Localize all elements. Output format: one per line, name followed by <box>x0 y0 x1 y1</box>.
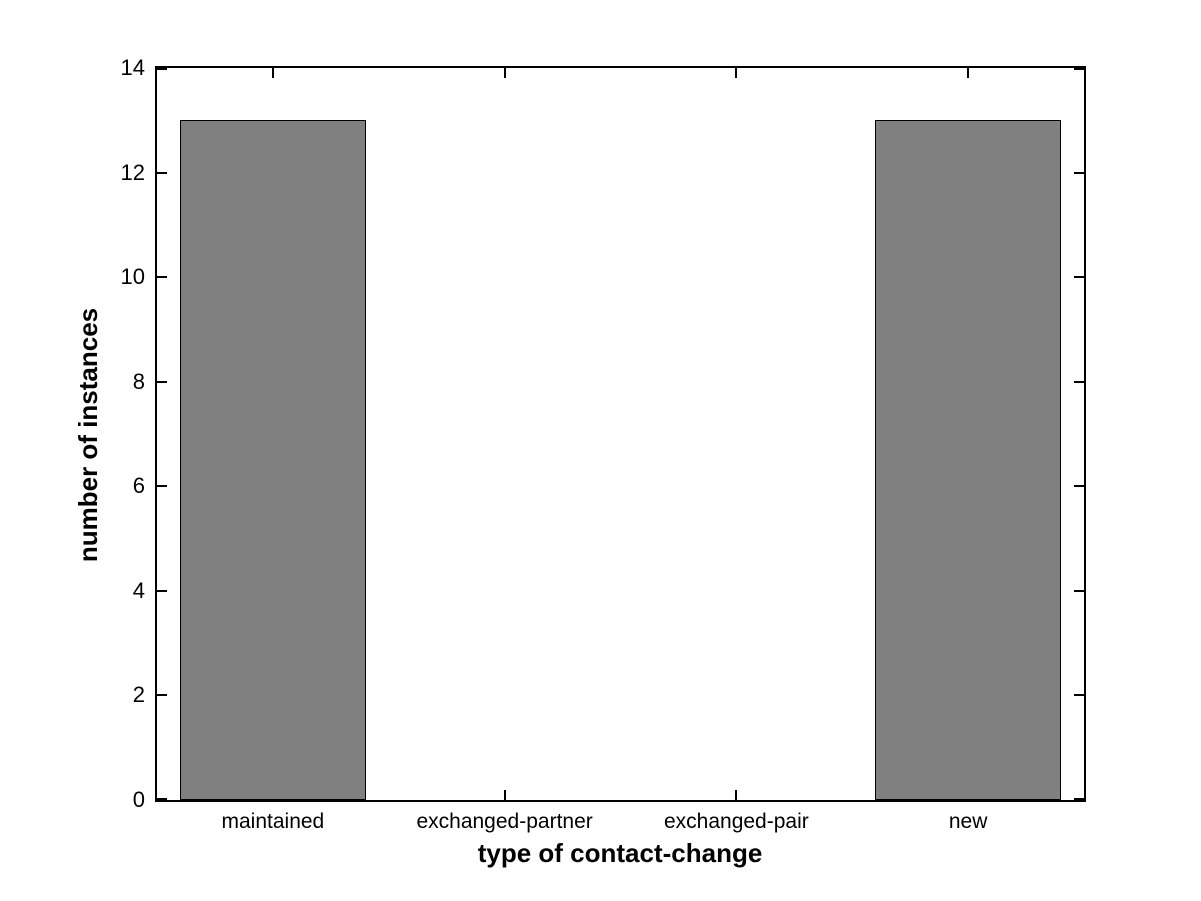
y-tick-label: 14 <box>120 55 145 80</box>
x-tick-label: exchanged-pair <box>663 810 809 833</box>
y-tick-right <box>1074 798 1084 800</box>
plot-area <box>155 66 1086 802</box>
x-tick-label: new <box>948 810 988 833</box>
y-tick-left <box>157 68 167 70</box>
x-tick-top <box>735 68 738 78</box>
y-tick-right <box>1074 380 1084 383</box>
y-tick-left <box>157 798 167 800</box>
y-tick-right <box>1074 276 1084 279</box>
x-tick-label: maintained <box>221 810 325 833</box>
x-tick-bottom <box>503 790 506 800</box>
y-tick-left <box>157 276 167 279</box>
x-tick-top <box>503 68 506 78</box>
y-tick-right <box>1074 68 1084 70</box>
y-tick-label: 8 <box>132 368 145 394</box>
x-tick-label: exchanged-partner <box>416 810 593 833</box>
bar-new <box>875 120 1061 800</box>
y-tick-label: 0 <box>132 787 145 812</box>
x-tick-top <box>271 68 274 78</box>
x-tick-top <box>967 68 970 78</box>
y-tick-label: 6 <box>132 473 145 499</box>
y-tick-right <box>1074 694 1084 697</box>
bar-maintained <box>180 120 366 800</box>
y-tick-right <box>1074 589 1084 592</box>
y-tick-left <box>157 380 167 383</box>
x-tick-bottom <box>735 790 738 800</box>
y-tick-left <box>157 171 167 174</box>
y-tick-label: 2 <box>132 682 145 708</box>
y-tick-left <box>157 694 167 697</box>
y-tick-left <box>157 485 167 488</box>
y-tick-left <box>157 589 167 592</box>
y-tick-label: 10 <box>120 264 145 290</box>
y-tick-right <box>1074 485 1084 488</box>
y-tick-label: 12 <box>120 159 145 185</box>
y-tick-label: 4 <box>132 577 145 603</box>
y-tick-right <box>1074 171 1084 174</box>
x-axis-label: type of contact-change <box>477 838 763 868</box>
